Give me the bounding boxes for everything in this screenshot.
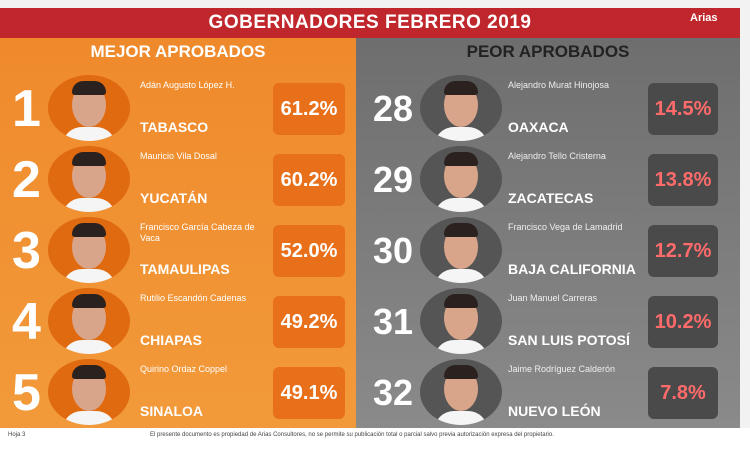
rank: 29 — [372, 159, 414, 200]
governor-name: Adán Augusto López H. — [140, 80, 235, 90]
governor-name: Francisco García Cabeza de Vaca — [140, 222, 255, 243]
rank: 3 — [12, 222, 41, 280]
state: ZACATECAS — [508, 190, 594, 206]
photo — [420, 288, 502, 354]
photo — [420, 359, 502, 425]
portrait-hair — [72, 365, 106, 379]
portrait-hair — [444, 365, 478, 379]
title-bar — [0, 8, 740, 38]
approval: 61.2% — [273, 83, 345, 135]
state: SAN LUIS POTOSÍ — [508, 332, 630, 348]
portrait-hair — [72, 81, 106, 95]
photo — [48, 75, 130, 141]
portrait-shirt — [62, 411, 116, 425]
portrait-shirt — [62, 340, 116, 354]
approval: 14.5% — [648, 83, 718, 135]
governor-name: Quirino Ordaz Coppel — [140, 364, 228, 374]
portrait-hair — [444, 81, 478, 95]
approval: 49.1% — [273, 367, 345, 419]
portrait-shirt — [434, 411, 488, 425]
approval: 10.2% — [648, 296, 718, 348]
rank: 4 — [12, 293, 41, 351]
state: OAXACA — [508, 119, 569, 135]
portrait-shirt — [62, 269, 116, 283]
portrait-shirt — [434, 340, 488, 354]
state: YUCATÁN — [140, 190, 208, 206]
brand: Arias — [690, 12, 718, 24]
rank: 1 — [12, 80, 41, 138]
approval: 60.2% — [273, 154, 345, 206]
portrait-hair — [444, 223, 478, 237]
portrait-shirt — [62, 198, 116, 212]
state: SINALOA — [140, 403, 203, 419]
portrait-shirt — [434, 127, 488, 141]
portrait-hair — [72, 294, 106, 308]
governor-name: Rutilio Escandón Cadenas — [140, 293, 247, 303]
portrait-hair — [444, 152, 478, 166]
portrait-hair — [72, 223, 106, 237]
state: TABASCO — [140, 119, 209, 135]
governor-name: Jaime Rodríguez Calderón — [508, 364, 616, 374]
portrait-hair — [444, 294, 478, 308]
governor-name: Juan Manuel Carreras — [508, 293, 598, 303]
rank: 30 — [372, 230, 414, 271]
photo — [48, 146, 130, 212]
state: TAMAULIPAS — [140, 261, 230, 277]
governor-name: Francisco Vega de Lamadrid — [508, 222, 623, 232]
rank: 32 — [372, 372, 414, 413]
rank: 2 — [12, 151, 41, 209]
approval: 7.8% — [648, 367, 718, 419]
photo — [48, 288, 130, 354]
panel-heading: MEJOR APROBADOS — [90, 42, 266, 61]
approval: 13.8% — [648, 154, 718, 206]
governor-name: Alejandro Murat Hinojosa — [508, 80, 610, 90]
footer — [0, 428, 750, 450]
approval: 12.7% — [648, 225, 718, 277]
governor-name: Alejandro Tello Cristerna — [508, 151, 606, 161]
title: GOBERNADORES FEBRERO 2019 — [208, 12, 532, 33]
rank: 28 — [372, 88, 414, 129]
state: BAJA CALIFORNIA — [508, 261, 636, 277]
photo — [420, 146, 502, 212]
rank: 5 — [12, 364, 41, 422]
disclaimer: El presente documento es propiedad de Ar… — [150, 432, 554, 438]
page-number: Hoja 3 — [8, 432, 26, 438]
state: NUEVO LEÓN — [508, 403, 601, 419]
portrait-hair — [72, 152, 106, 166]
approval: 52.0% — [273, 225, 345, 277]
portrait-shirt — [434, 269, 488, 283]
photo — [420, 75, 502, 141]
rank: 31 — [372, 301, 414, 342]
portrait-shirt — [62, 127, 116, 141]
panel-heading: PEOR APROBADOS — [466, 42, 630, 61]
approval: 49.2% — [273, 296, 345, 348]
state: CHIAPAS — [140, 332, 202, 348]
governor-name: Mauricio Vila Dosal — [140, 151, 217, 161]
photo — [420, 217, 502, 283]
photo — [48, 359, 130, 425]
portrait-shirt — [434, 198, 488, 212]
photo — [48, 217, 130, 283]
